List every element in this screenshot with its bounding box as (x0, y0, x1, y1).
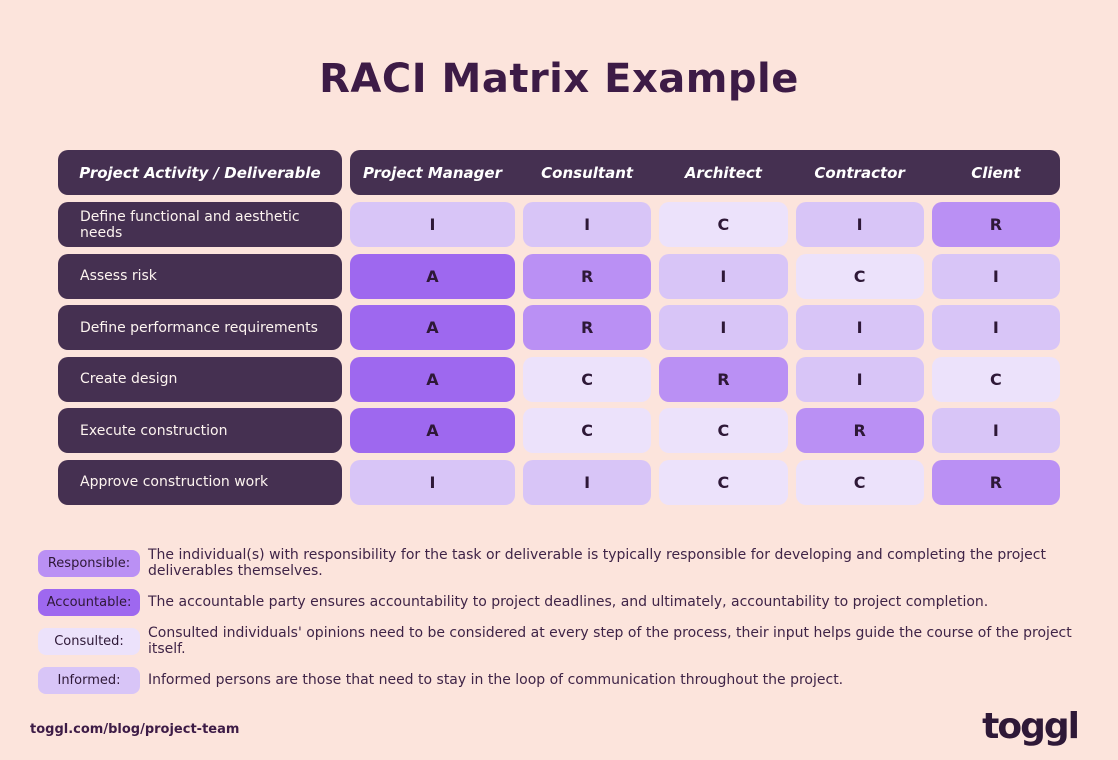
raci-cell: R (523, 305, 652, 350)
legend-row-consulted: Consulted: Consulted individuals' opinion… (38, 625, 1098, 657)
column-header-client: Client (971, 163, 1021, 182)
legend-row-responsible: Responsible: The individual(s) with respo… (38, 547, 1098, 579)
raci-cell: I (931, 253, 1060, 299)
raci-cell: I (795, 305, 924, 350)
legend-description: Informed persons are those that need to … (148, 672, 844, 688)
legend-description: The individual(s) with responsibility fo… (148, 547, 1046, 579)
activity-label-approve-construction-work: Approve construction work (58, 459, 342, 505)
table-row: Define functional and aesthetic needs I I C… (58, 202, 1060, 247)
table-row: Define performance requirements A R I I I (58, 305, 1060, 350)
column-header-consultant: Consultant (541, 163, 634, 182)
activity-column-header: Project Activity / Deliverable (58, 150, 342, 195)
raci-cell: I (931, 305, 1060, 350)
raci-cell: I (795, 356, 924, 402)
raci-cell: R (931, 202, 1060, 247)
legend: Responsible: The individual(s) with respo… (38, 547, 1098, 703)
raci-cell: I (931, 408, 1060, 453)
table-row: Assess risk A R I C I (58, 253, 1060, 299)
role-columns-header: Project Manager Consultant Architect Contra… (350, 150, 1060, 195)
table-header-row: Project Activity / Deliverable Project M… (58, 150, 1060, 195)
legend-row-informed: Informed: Informed persons are those that… (38, 666, 1098, 694)
legend-badge: Informed: (38, 666, 140, 694)
raci-cell: C (659, 408, 788, 453)
column-header-contractor: Contractor (814, 163, 905, 182)
legend-badge: Responsible: (38, 549, 140, 577)
source-url: toggl.com/blog/project-team (30, 722, 240, 737)
raci-cell: C (659, 202, 788, 247)
table-row: Create design A C R I C (58, 356, 1060, 402)
raci-cell: A (350, 356, 515, 402)
table-row: Approve construction work I I C C R (58, 459, 1060, 505)
raci-cell: R (523, 253, 652, 299)
raci-cell: I (523, 202, 652, 247)
activity-label-define-performance-requirements: Define performance requirements (58, 305, 342, 350)
raci-cell: C (795, 459, 924, 505)
table-row: Execute construction A C C R I (58, 408, 1060, 453)
raci-cell: R (659, 356, 788, 402)
column-header-project-manager: Project Manager (363, 163, 502, 182)
raci-cell: C (523, 408, 652, 453)
raci-cell: A (350, 408, 515, 453)
activity-label-define-functional-and-aesthetic-needs: Define functional and aesthetic needs (58, 202, 342, 247)
activity-label-create-design: Create design (58, 356, 342, 402)
legend-badge: Accountable: (38, 588, 140, 616)
raci-cell: R (931, 459, 1060, 505)
raci-cell: I (350, 459, 515, 505)
raci-cell: I (523, 459, 652, 505)
matrix-rows: Define functional and aesthetic needs I I C… (58, 202, 1060, 505)
legend-badge: Consulted: (38, 627, 140, 655)
activity-label-assess-risk: Assess risk (58, 253, 342, 299)
raci-cell: A (350, 253, 515, 299)
legend-description: Consulted individuals' opinions need to … (148, 625, 1072, 657)
raci-cell: C (659, 459, 788, 505)
legend-row-accountable: Accountable: The accountable party ensure… (38, 588, 1098, 616)
raci-cell: C (523, 356, 652, 402)
raci-cell: I (795, 202, 924, 247)
raci-cell: C (795, 253, 924, 299)
activity-label-execute-construction: Execute construction (58, 408, 342, 453)
page-title: RACI Matrix Example (319, 56, 799, 102)
legend-description: The accountable party ensures accountabi… (148, 594, 989, 610)
toggl-logo: toggl (982, 706, 1080, 747)
raci-cell: I (659, 253, 788, 299)
raci-cell: I (350, 202, 515, 247)
raci-cell: R (795, 408, 924, 453)
raci-cell: C (931, 356, 1060, 402)
column-header-architect: Architect (684, 163, 762, 182)
raci-cell: A (350, 305, 515, 350)
raci-cell: I (659, 305, 788, 350)
raci-matrix-table: Project Activity / Deliverable Project M… (58, 150, 1060, 511)
